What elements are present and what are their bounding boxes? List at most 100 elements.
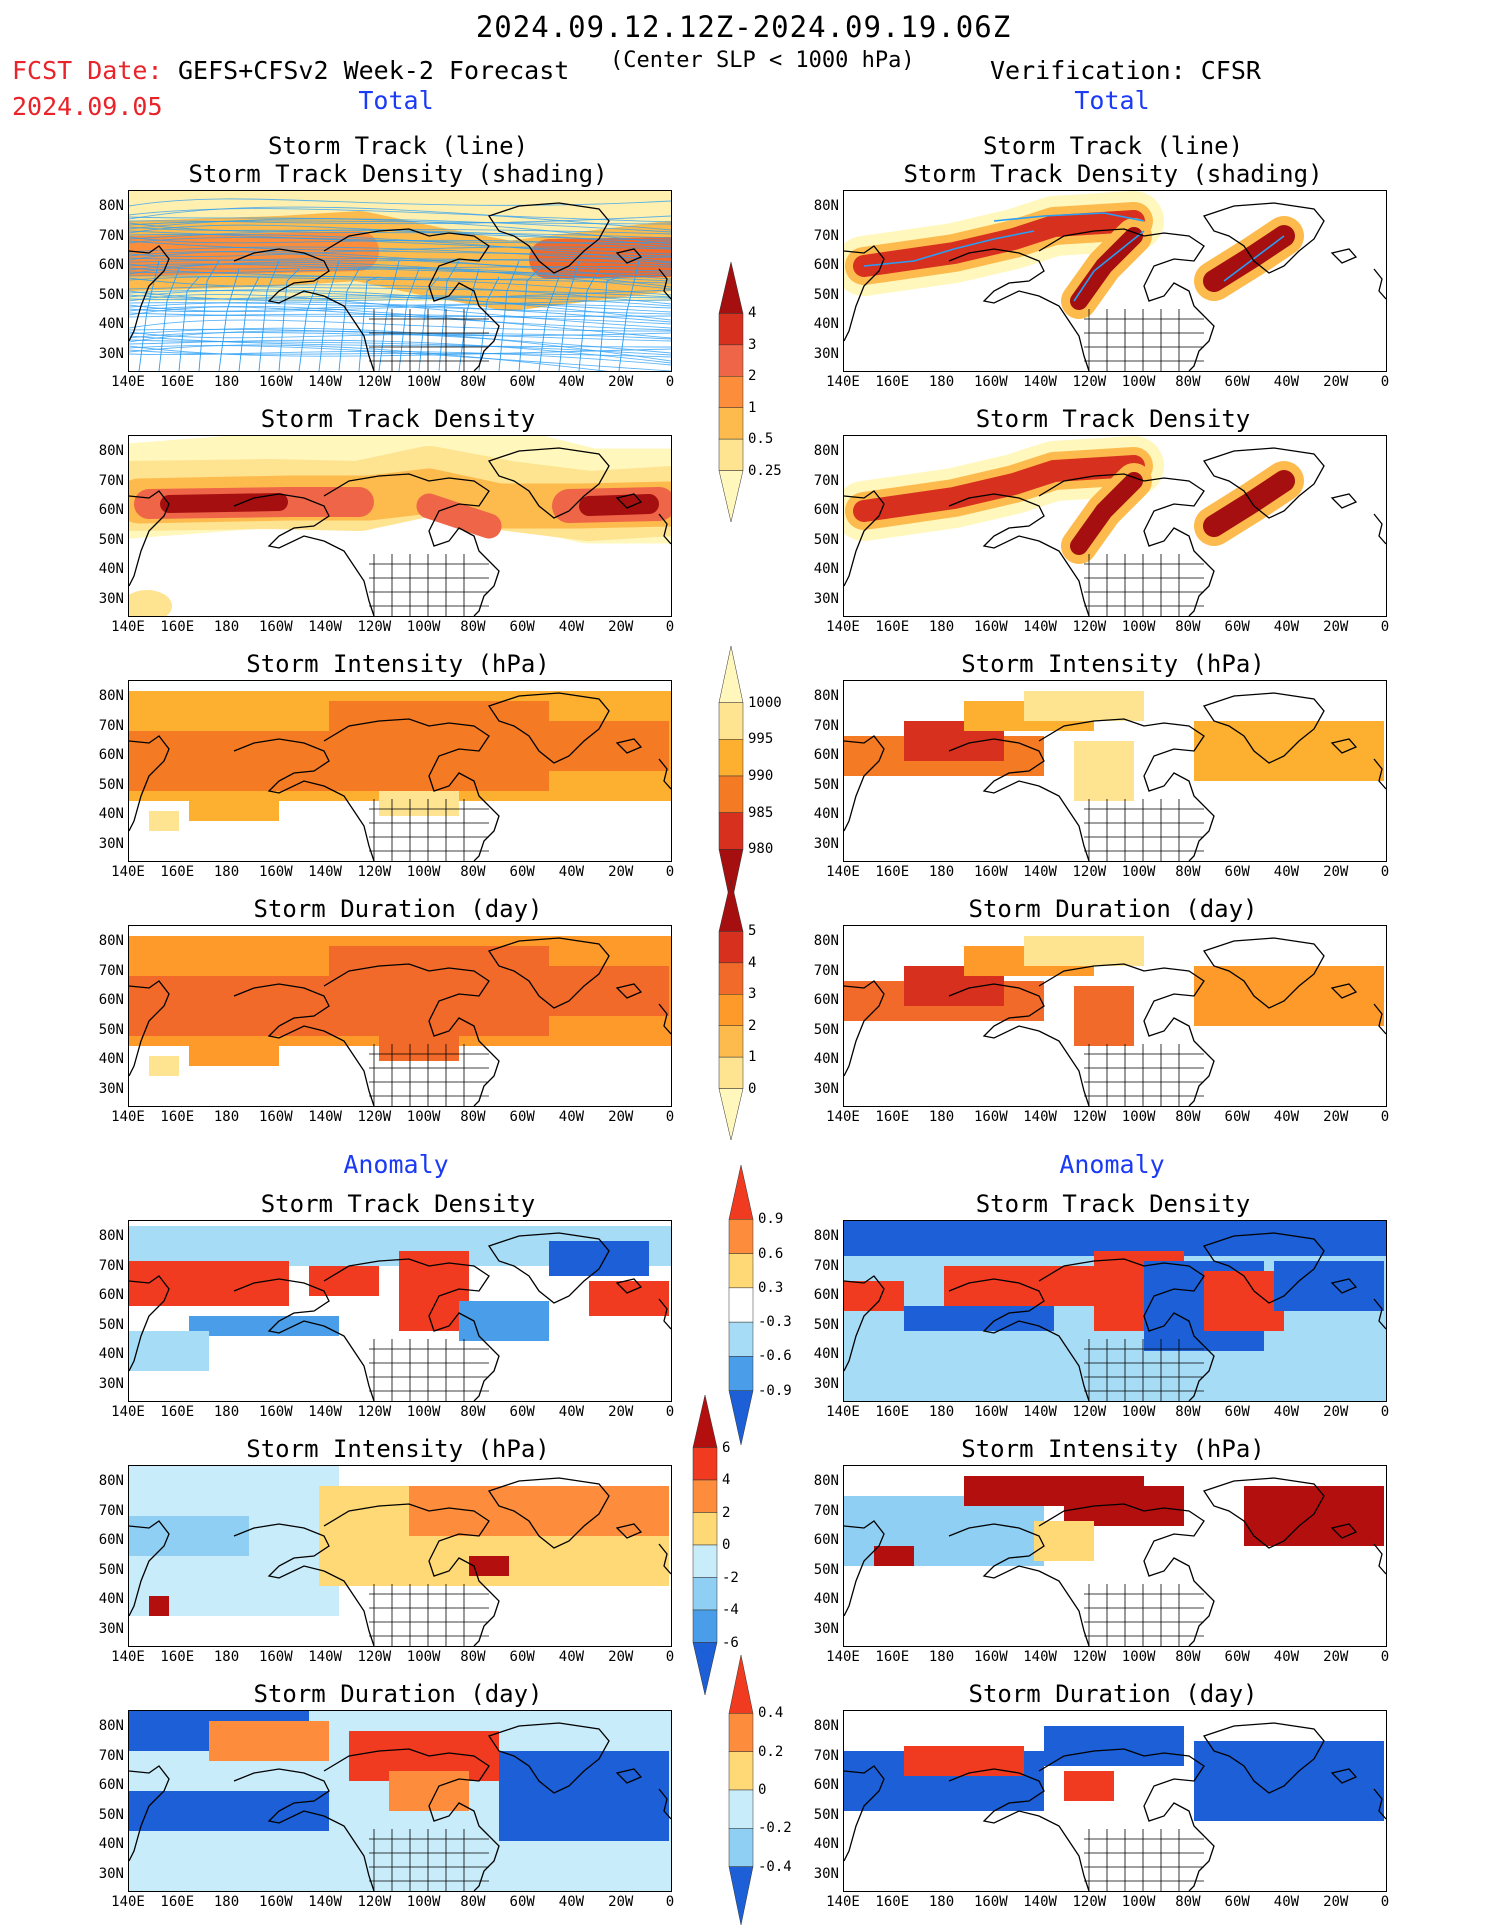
lat-tick-label: 60N: [98, 747, 124, 763]
lat-tick-label: 70N: [813, 227, 839, 244]
storm-track-line: [129, 267, 671, 296]
lon-tick-label: 180: [213, 374, 240, 390]
coastline: [1038, 963, 1205, 1052]
coastline: [1038, 1503, 1205, 1592]
colorbar-segment: [718, 775, 744, 813]
storm-track-line: [129, 303, 671, 312]
grid-cell-block: [469, 1556, 509, 1576]
storm-track-line: [598, 276, 620, 371]
coastline: [323, 295, 375, 371]
storm-track-line: [129, 299, 671, 312]
coastline: [1038, 540, 1090, 616]
lat-tick-label: 70N: [98, 227, 124, 244]
lat-tick-label: 60N: [813, 1287, 839, 1303]
lon-tick-label: 140W: [1023, 864, 1057, 880]
coastline: [487, 1477, 610, 1549]
storm-track-line: [129, 295, 671, 307]
coastline: [323, 473, 490, 562]
lon-tick-label: 0: [665, 1404, 675, 1420]
lon-tick-label: 140W: [308, 864, 342, 880]
panel-title: Storm Duration (day): [968, 1680, 1258, 1708]
map-panel: [128, 1710, 672, 1892]
grid-cell-block: [904, 1306, 1054, 1331]
lon-tick-label: 120W: [357, 1109, 392, 1125]
lon-tick-label: 120W: [357, 619, 392, 635]
colorbar-label: -4: [722, 1602, 739, 1618]
colorbar-label: 2: [748, 368, 757, 385]
panel-title: Storm Track Density: [260, 1190, 536, 1218]
panel-title: Storm Duration (day): [253, 1680, 543, 1708]
lat-tick-label: 60N: [98, 1777, 124, 1793]
lon-tick-label: 140E: [826, 1894, 860, 1910]
coastline: [233, 738, 330, 794]
storm-track-line: [129, 246, 671, 257]
lon-tick-label: 0: [1380, 374, 1390, 390]
lon-tick-label: 100W: [406, 1894, 441, 1910]
lon-tick-label: 0: [1380, 619, 1390, 635]
colorbar-label: 3: [748, 986, 757, 1003]
lon-tick-label: 100W: [1121, 1404, 1156, 1420]
map-svg: [844, 936, 1386, 1106]
coastline: [1202, 202, 1325, 274]
lon-tick-label: 160W: [258, 1649, 293, 1665]
coastline: [844, 1520, 885, 1617]
lon-tick-label: 100W: [406, 864, 441, 880]
coastline: [487, 447, 610, 519]
storm-track-line: [518, 268, 540, 371]
colorbar-segment: [718, 313, 744, 346]
shaded-region: [129, 590, 172, 616]
grid-cell-block: [1244, 1486, 1384, 1546]
grid-cell-block: [209, 1721, 329, 1761]
lon-tick-label: 20W: [1323, 374, 1349, 390]
lat-tick-label: 50N: [98, 776, 124, 793]
coastline: [615, 983, 643, 999]
lon-tick-label: 120W: [1072, 1109, 1107, 1125]
map-panel: [128, 1465, 672, 1647]
storm-track-line: [129, 208, 671, 223]
colorbar-label: 0: [722, 1537, 731, 1553]
grid-cell-block: [1034, 1521, 1094, 1561]
grid-cell-block: [129, 1261, 289, 1306]
lat-tick-label: 70N: [98, 472, 124, 489]
lon-tick-label: 160W: [973, 1894, 1008, 1910]
coastline: [1038, 785, 1090, 861]
colorbar-label: -0.3: [758, 1314, 792, 1331]
coastline: [1330, 1278, 1358, 1294]
lon-tick-label: 160E: [875, 864, 910, 880]
coastline: [1202, 1232, 1325, 1304]
map-svg: [844, 1476, 1386, 1646]
grid-cell-block: [1024, 936, 1144, 966]
panel-title: Storm Track Density: [260, 405, 536, 433]
colorbar-label: 2: [748, 1017, 757, 1034]
lon-tick-label: 140W: [308, 1894, 342, 1910]
storm-track-line: [129, 345, 671, 371]
lon-tick-label: 20W: [608, 374, 634, 390]
colorbar-label: 6: [722, 1439, 731, 1456]
lat-tick-label: 60N: [98, 1532, 124, 1548]
colorbar-segment: [718, 880, 744, 932]
colorbar-segment: [728, 1713, 754, 1752]
storm-track-line: [129, 226, 671, 247]
lat-tick-label: 80N: [813, 1228, 839, 1244]
grid-cell-block: [1024, 691, 1144, 721]
lat-tick-label: 50N: [98, 1561, 124, 1578]
coastline: [658, 1788, 671, 1820]
panel-title: Storm Intensity (hPa): [246, 1435, 550, 1463]
lon-tick-label: 0: [665, 864, 675, 880]
coastline: [1330, 248, 1358, 264]
lat-tick-label: 40N: [98, 1051, 124, 1067]
grid-cell-block: [874, 1546, 914, 1566]
lat-tick-label: 50N: [98, 1316, 124, 1333]
coastline: [615, 738, 643, 754]
grid-cell-block: [149, 1056, 179, 1076]
lat-tick-label: 40N: [98, 1836, 124, 1852]
section-anomaly-left: Anomaly: [343, 1150, 449, 1179]
lat-tick-label: 80N: [813, 1718, 839, 1734]
colorbar-label: 0.2: [758, 1743, 784, 1760]
lon-tick-label: 0: [665, 619, 675, 635]
lon-tick-label: 180: [213, 1894, 240, 1910]
coastline: [1038, 1258, 1205, 1347]
map-svg: [844, 1722, 1386, 1891]
grid-cell-block: [1274, 1261, 1384, 1311]
section-anomaly-right: Anomaly: [1059, 1150, 1165, 1179]
